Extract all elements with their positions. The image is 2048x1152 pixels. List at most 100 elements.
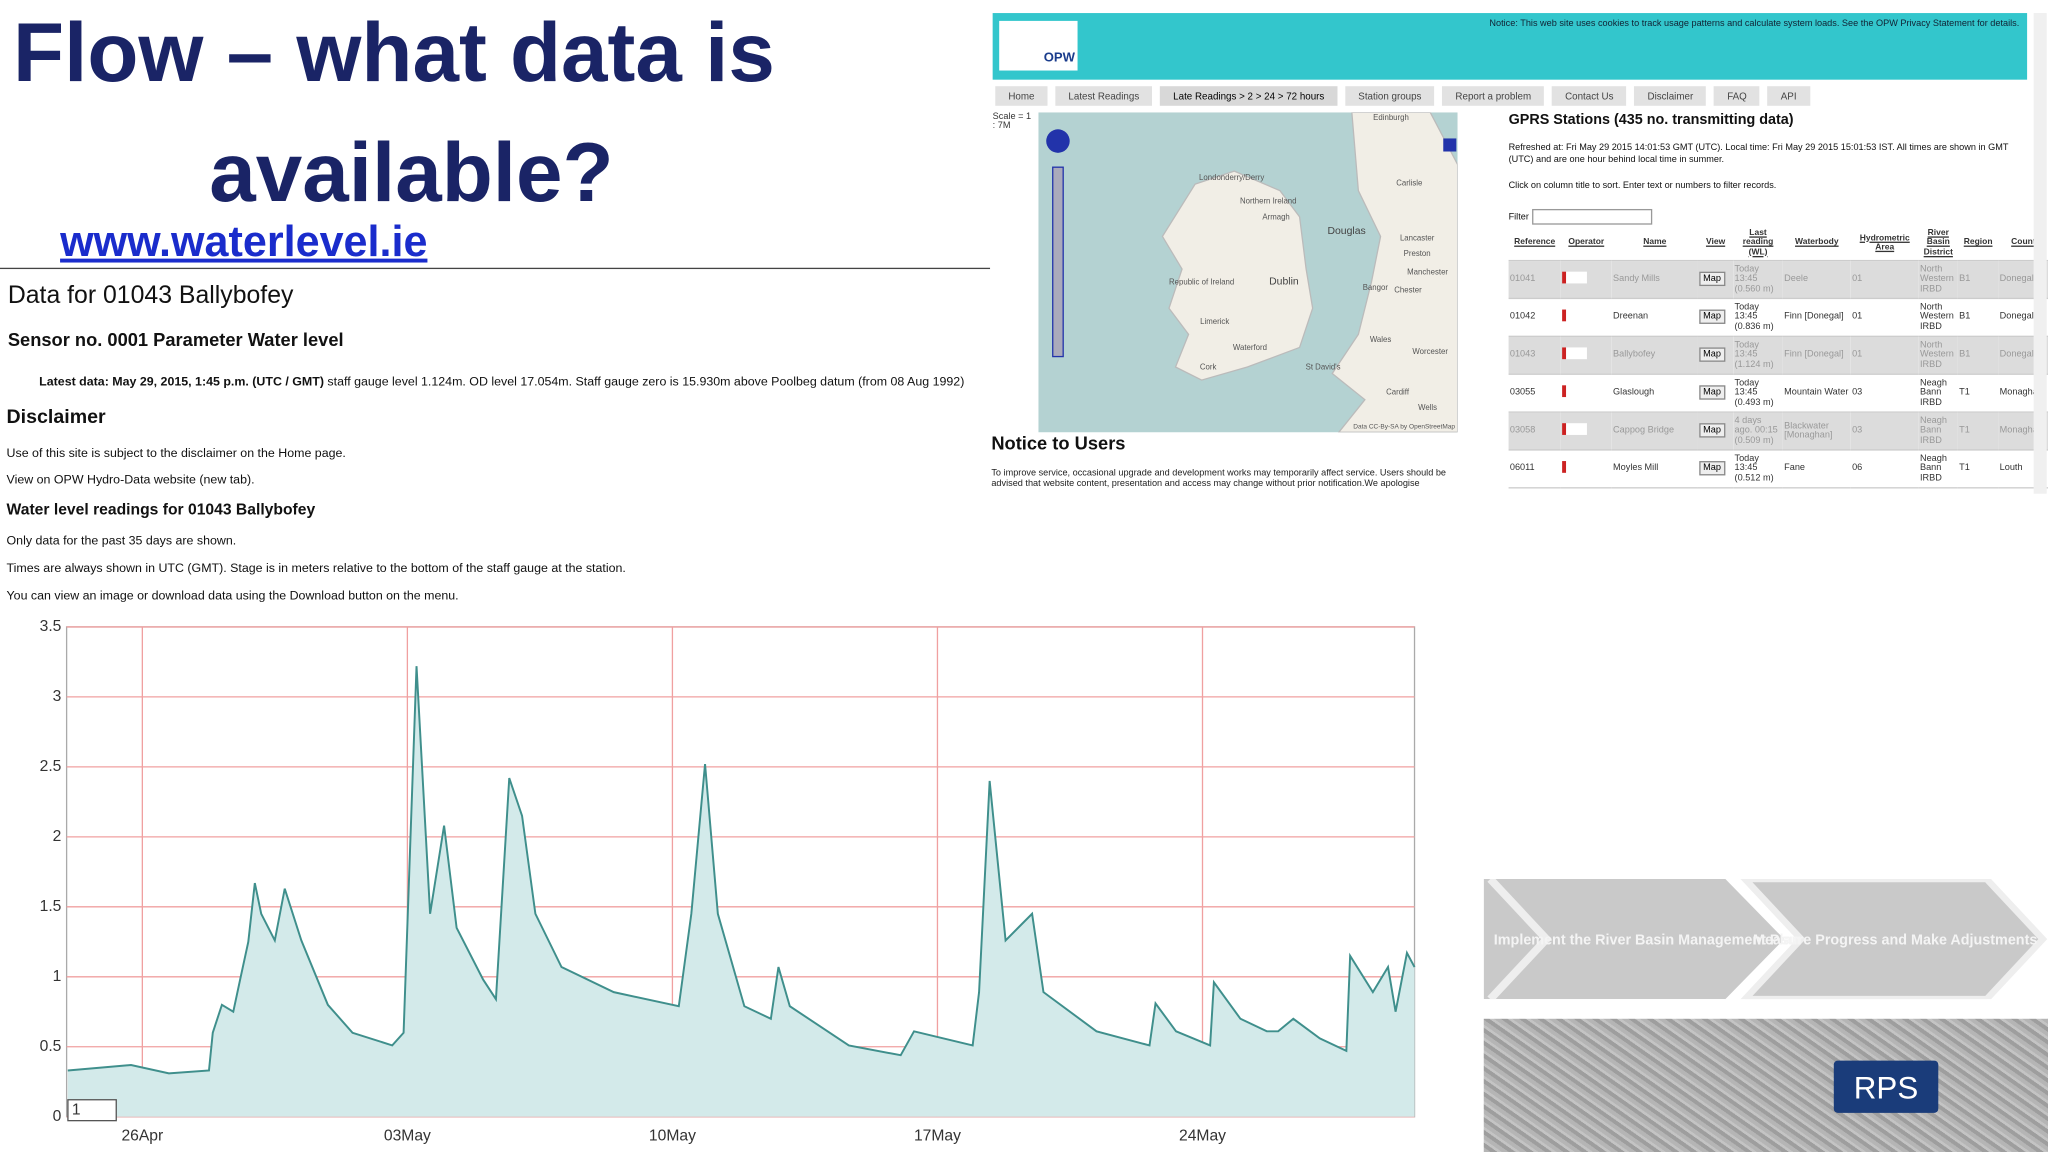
water-level-chart: 0 0.5 1 1.5 2 2.5 3 3.5 26Apr 03May 10May 17May 24Ma… xyxy=(40,618,1416,1144)
latest-label: Latest data: May 29, 2015, 1:45 p.m. (UT… xyxy=(39,374,324,390)
divider xyxy=(0,267,991,270)
map-label: Dublin xyxy=(1269,277,1299,288)
cell: Today 13:45 (0.836 m) xyxy=(1733,298,1783,337)
cell: Mountain Water xyxy=(1782,374,1851,413)
cell: Today 13:45 (0.512 m) xyxy=(1733,449,1783,489)
map-button[interactable]: Map xyxy=(1699,347,1725,363)
nav-tab[interactable]: Late Readings > 2 > 24 > 72 hours xyxy=(1160,86,1338,106)
note: Only data for the past 35 days are shown… xyxy=(6,534,237,549)
cell: Finn [Donegal] xyxy=(1782,336,1851,375)
operator-logo xyxy=(1562,423,1587,436)
column-header[interactable]: Name xyxy=(1611,225,1698,262)
sensor-heading: Sensor no. 0001 Parameter Water level xyxy=(7,329,344,351)
map-scale: Scale = 1 : 7M xyxy=(992,112,1032,131)
operator-logo xyxy=(1562,271,1587,284)
column-header[interactable]: River Basin District xyxy=(1918,225,1958,262)
column-header[interactable]: Hydrometric Area xyxy=(1850,225,1919,262)
range-input-value[interactable]: 1 xyxy=(72,1101,81,1118)
operator-logo xyxy=(1562,309,1587,322)
operator xyxy=(1560,260,1612,300)
map-label: Carlisle xyxy=(1396,178,1422,187)
notice-heading: Notice to Users xyxy=(991,432,1126,454)
view: Map xyxy=(1697,260,1734,300)
zoom-slider[interactable] xyxy=(1052,166,1064,358)
map-label: Chester xyxy=(1394,286,1422,295)
map-label: Edinburgh xyxy=(1373,113,1409,122)
cell: B1 xyxy=(1957,336,1999,375)
table-row: 01041 Sandy Mills Map Today 13:45 (0.560 m)… xyxy=(1508,260,2048,300)
view: Map xyxy=(1697,298,1734,337)
column-header[interactable]: View xyxy=(1697,225,1734,262)
column-header[interactable]: Last reading (WL) xyxy=(1733,225,1783,262)
operator-logo xyxy=(1562,461,1587,474)
map[interactable]: Edinburgh Londonderry/Derry Northern Irela… xyxy=(1038,112,1458,433)
map-label: Cork xyxy=(1200,363,1217,372)
stations-title: GPRS Stations (435 no. transmitting data… xyxy=(1508,112,1794,128)
y-tick-label: 3.5 xyxy=(40,618,62,635)
range-input[interactable] xyxy=(67,1099,117,1122)
filter: Filter xyxy=(1509,208,1652,225)
station-heading: Data for 01043 Ballybofey xyxy=(7,282,294,310)
map-label: Bangor xyxy=(1363,283,1389,292)
map-label: Cardiff xyxy=(1386,387,1410,396)
cell: Deele xyxy=(1782,260,1851,300)
stations-table: Reference Operator Name View Last reading (W… xyxy=(1508,225,2048,489)
map-button[interactable]: Map xyxy=(1699,385,1725,400)
y-tick-label: 3 xyxy=(53,688,62,705)
cell: Neagh Bann IRBD xyxy=(1918,374,1958,413)
column-header[interactable]: Operator xyxy=(1560,225,1612,262)
pan-control[interactable] xyxy=(1046,129,1070,153)
column-header[interactable]: Reference xyxy=(1508,225,1561,262)
layer-switch[interactable] xyxy=(1443,138,1457,152)
website-link[interactable]: www.waterlevel.ie xyxy=(60,216,428,266)
reference: 06011 xyxy=(1508,449,1561,489)
operator-logo xyxy=(1562,347,1587,360)
column-header[interactable]: Region xyxy=(1957,225,1999,262)
table-row: 06011 Moyles Mill Map Today 13:45 (0.512 m)… xyxy=(1508,449,2048,489)
process-steps: Implement the River Basin Management Pla… xyxy=(1483,879,2048,1000)
y-tick-label: 2 xyxy=(53,828,62,845)
map-label: Limerick xyxy=(1200,317,1229,326)
nav-tab[interactable]: API xyxy=(1767,86,1810,106)
nav-bar: Home Latest Readings Late Readings > 2 > 2… xyxy=(995,86,1810,106)
map-label: Armagh xyxy=(1262,212,1289,221)
cell: Neagh Bann IRBD xyxy=(1918,412,1958,451)
latest-text: staff gauge level 1.124m. OD level 17.05… xyxy=(327,374,965,390)
reference: 01041 xyxy=(1508,260,1561,300)
cell: T1 xyxy=(1957,412,1999,451)
cell: North Western IRBD xyxy=(1918,336,1958,375)
reference: 01043 xyxy=(1508,336,1561,375)
opw-logo[interactable]: OPW xyxy=(999,20,1078,71)
map-button[interactable]: Map xyxy=(1699,271,1725,287)
nav-tab[interactable]: FAQ xyxy=(1714,86,1760,106)
y-tick-label: 2.5 xyxy=(40,758,62,775)
column-header[interactable]: Waterbody xyxy=(1782,225,1851,262)
table-row: 01042 Dreenan Map Today 13:45 (0.836 m) Finn… xyxy=(1508,298,2048,337)
map-label: Northern Ireland xyxy=(1240,197,1297,206)
nav-tab[interactable]: Station groups xyxy=(1345,86,1435,106)
name: Sandy Mills xyxy=(1611,260,1698,300)
filter-input[interactable] xyxy=(1531,208,1652,225)
cell: Fane xyxy=(1782,449,1851,489)
nav-tab[interactable]: Disclaimer xyxy=(1634,86,1707,106)
cell: Today 13:45 (0.493 m) xyxy=(1733,374,1783,413)
paragraph: View on OPW Hydro-Data website (new tab)… xyxy=(6,472,255,488)
y-tick-label: 1 xyxy=(53,968,62,985)
nav-tab[interactable]: Home xyxy=(995,86,1048,106)
nav-tab[interactable]: Contact Us xyxy=(1552,86,1627,106)
title-line: available? xyxy=(209,125,614,220)
cell: 06 xyxy=(1850,449,1919,489)
process-step: Measure Progress and Make Adjustments xyxy=(1753,932,2037,948)
nav-tab[interactable]: Report a problem xyxy=(1442,86,1545,106)
map-button[interactable]: Map xyxy=(1699,309,1725,325)
map-button[interactable]: Map xyxy=(1699,423,1725,438)
map-button[interactable]: Map xyxy=(1699,461,1725,476)
operator-logo xyxy=(1562,385,1587,398)
paragraph: Use of this site is subject to the discl… xyxy=(6,446,346,462)
nav-tab[interactable]: Latest Readings xyxy=(1055,86,1153,106)
cell: 01 xyxy=(1850,336,1919,375)
map-label: Wells xyxy=(1418,403,1437,412)
map-label: Preston xyxy=(1404,249,1431,258)
name: Glaslough xyxy=(1611,374,1698,413)
scrollbar[interactable] xyxy=(2033,13,2047,494)
